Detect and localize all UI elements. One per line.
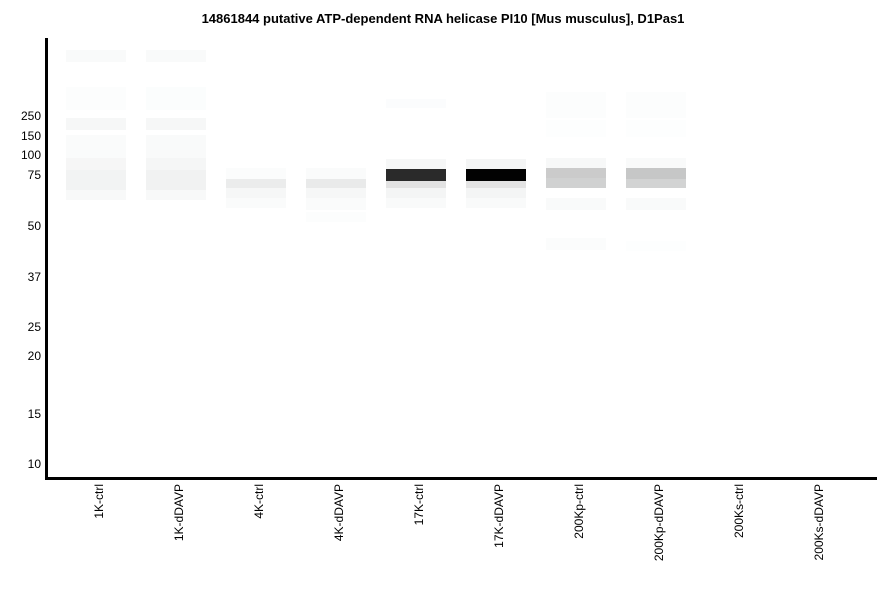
blot-band xyxy=(626,92,686,118)
blot-lane xyxy=(66,0,126,480)
blot-band xyxy=(386,169,446,181)
blot-band xyxy=(466,159,526,169)
blot-band xyxy=(386,99,446,108)
blot-lane xyxy=(706,0,766,480)
blot-lane xyxy=(306,0,366,480)
y-tick-label: 15 xyxy=(27,407,41,421)
blot-band xyxy=(66,135,126,158)
lane-label: 17K-dDAVP xyxy=(492,484,506,548)
blot-band xyxy=(626,168,686,179)
blot-band xyxy=(66,118,126,130)
blot-band xyxy=(546,120,606,137)
y-tick-label: 250 xyxy=(20,109,41,123)
lane-label: 200Ks-dDAVP xyxy=(812,484,826,561)
y-tick-label: 150 xyxy=(20,129,41,143)
blot-band xyxy=(546,158,606,168)
blot-band xyxy=(466,181,526,188)
blot-band xyxy=(386,181,446,188)
blot-band xyxy=(146,170,206,190)
blot-lane xyxy=(626,0,686,480)
blot-band xyxy=(386,159,446,169)
blot-band xyxy=(546,178,606,188)
blot-band xyxy=(466,169,526,181)
y-tick-label: 25 xyxy=(27,320,41,334)
lane-label: 200Ks-ctrl xyxy=(732,484,746,539)
blot-band xyxy=(306,188,366,198)
blot-band xyxy=(146,158,206,170)
lane-label: 1K-dDAVP xyxy=(172,484,186,542)
blot-band xyxy=(386,198,446,208)
blot-band xyxy=(146,50,206,62)
blot-band xyxy=(546,198,606,210)
blot-band xyxy=(626,179,686,188)
blot-band xyxy=(66,50,126,62)
blot-band xyxy=(546,168,606,178)
lane-label: 1K-ctrl xyxy=(92,484,106,519)
y-tick-label: 75 xyxy=(27,168,41,182)
y-axis-line xyxy=(45,38,48,480)
blot-lane xyxy=(386,0,446,480)
y-tick-label: 10 xyxy=(27,457,41,471)
blot-band xyxy=(306,168,366,179)
blot-band xyxy=(306,179,366,188)
blot-band xyxy=(66,170,126,190)
lane-label: 17K-ctrl xyxy=(412,484,426,526)
blot-band xyxy=(226,198,286,208)
figure-title: 14861844 putative ATP-dependent RNA heli… xyxy=(201,11,685,26)
blot-band xyxy=(146,87,206,110)
blot-band xyxy=(546,238,606,250)
blot-band xyxy=(226,188,286,198)
blot-lane xyxy=(146,0,206,480)
blot-band xyxy=(226,168,286,179)
blot-band xyxy=(66,158,126,170)
blot-band xyxy=(146,190,206,200)
blot-band xyxy=(146,118,206,130)
blot-band xyxy=(66,190,126,200)
blot-band xyxy=(626,241,686,251)
y-tick-label: 37 xyxy=(27,270,41,284)
blot-band xyxy=(626,120,686,137)
blot-band xyxy=(66,87,126,110)
blot-band xyxy=(626,198,686,210)
y-tick-label: 50 xyxy=(27,219,41,233)
blot-lane xyxy=(466,0,526,480)
lane-label: 200Kp-ctrl xyxy=(572,484,586,539)
blot-lane xyxy=(546,0,606,480)
x-axis-line xyxy=(45,477,877,480)
blot-lane xyxy=(226,0,286,480)
blot-band xyxy=(626,158,686,168)
lane-label: 4K-dDAVP xyxy=(332,484,346,542)
blot-band xyxy=(306,198,366,210)
blot-lane xyxy=(786,0,846,480)
blot-band xyxy=(466,198,526,208)
y-tick-label: 100 xyxy=(20,148,41,162)
y-tick-label: 20 xyxy=(27,349,41,363)
blot-band xyxy=(386,188,446,198)
blot-band xyxy=(226,179,286,188)
blot-band xyxy=(466,188,526,198)
blot-band xyxy=(306,212,366,222)
lane-label: 4K-ctrl xyxy=(252,484,266,519)
lane-label: 200Kp-dDAVP xyxy=(652,484,666,562)
blot-band xyxy=(146,135,206,158)
blot-band xyxy=(546,92,606,118)
